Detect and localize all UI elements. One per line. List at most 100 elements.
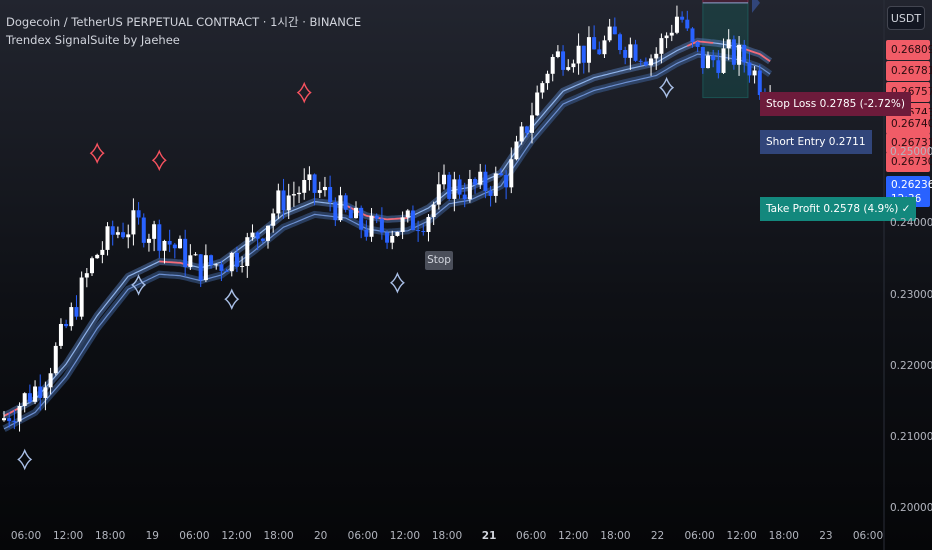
- candle-body: [343, 195, 348, 210]
- candle-body: [115, 232, 120, 235]
- candle-body: [322, 186, 327, 191]
- x-tick-label: 06:00: [179, 530, 210, 542]
- x-tick-label: 18:00: [600, 530, 631, 542]
- candle-body: [452, 179, 457, 199]
- symbol-title[interactable]: Dogecoin / TetherUS PERPETUAL CONTRACT ·…: [6, 15, 362, 29]
- candle-body: [167, 240, 172, 245]
- candle-body: [333, 202, 338, 221]
- entry-pointer: [752, 0, 760, 13]
- y-tick-label: 0.25000: [890, 146, 932, 159]
- candle-body: [638, 60, 643, 62]
- candle-body: [695, 41, 700, 47]
- candle-body: [581, 45, 586, 63]
- candle-body: [214, 264, 219, 266]
- candle-body: [737, 44, 742, 65]
- candle-body: [514, 141, 519, 160]
- candle-body: [467, 179, 472, 200]
- candle-body: [198, 254, 203, 281]
- x-tick-label: 23: [819, 530, 833, 542]
- candle-body: [566, 67, 571, 70]
- ribbon-line-fast: [3, 40, 771, 417]
- candle-body: [400, 217, 405, 232]
- candle-body: [685, 19, 690, 29]
- candle-body: [706, 55, 710, 69]
- candle-body: [436, 184, 441, 205]
- candle-body: [250, 232, 255, 238]
- buy-signal-marker: [659, 76, 675, 99]
- x-tick-label: 12:00: [52, 530, 84, 542]
- candle-body: [354, 207, 358, 219]
- candle-body: [628, 44, 633, 58]
- candle-body: [219, 264, 224, 271]
- candle-body: [504, 174, 509, 188]
- price-tag: 0.26730: [886, 152, 932, 172]
- candle-body: [364, 229, 369, 237]
- candle-body: [659, 38, 664, 54]
- candle-body: [240, 265, 245, 267]
- candle-body: [612, 26, 617, 35]
- candle-body: [291, 194, 296, 196]
- candle-body: [633, 44, 638, 61]
- candle-body: [136, 210, 141, 218]
- buy-signal-marker: [389, 271, 405, 294]
- candle-body: [266, 225, 270, 241]
- buy-signal-marker: [224, 288, 240, 311]
- candle-body: [607, 26, 612, 41]
- candle-body: [462, 194, 467, 200]
- x-tick-label: 18:00: [95, 530, 126, 542]
- candle-body: [442, 174, 446, 185]
- candle-body: [654, 53, 659, 59]
- candle-body: [602, 40, 607, 55]
- candle-body: [488, 190, 493, 196]
- currency-button[interactable]: USDT: [887, 6, 925, 30]
- candle-body: [721, 48, 726, 73]
- candle-body: [245, 237, 250, 266]
- candle-body: [530, 115, 534, 133]
- candle-body: [649, 58, 654, 66]
- candle-body: [757, 70, 762, 96]
- sell-signal-marker: [89, 142, 105, 165]
- buy-signal-marker: [131, 274, 147, 296]
- candle-body: [286, 195, 291, 211]
- candle-body: [79, 277, 84, 317]
- candle-body: [535, 92, 540, 116]
- candle-body: [369, 215, 374, 237]
- candle-body: [209, 255, 214, 266]
- candle-body: [48, 373, 53, 388]
- candle-body: [302, 180, 307, 193]
- candle-body: [700, 46, 705, 69]
- candle-body: [146, 238, 151, 243]
- candle-body: [271, 213, 276, 226]
- x-tick-label: 18:00: [768, 530, 799, 542]
- x-tick-label: 06:00: [347, 530, 378, 542]
- candle-body: [669, 32, 674, 36]
- candle-body: [33, 386, 38, 402]
- candle-body: [509, 159, 514, 188]
- candle-body: [229, 252, 234, 272]
- candle-body: [747, 62, 752, 76]
- buy-signal-marker: [17, 448, 33, 471]
- y-tick-label: 0.24000: [890, 217, 932, 230]
- x-tick-label: 06:00: [852, 530, 884, 542]
- candle-body: [680, 16, 685, 20]
- candle-body: [234, 252, 239, 267]
- candle-body: [17, 405, 22, 422]
- candle-body: [473, 179, 478, 185]
- indicator-title[interactable]: Trendex SignalSuite by Jaehee: [6, 33, 180, 47]
- candle-body: [121, 232, 126, 238]
- candle-body: [664, 35, 669, 39]
- sell-signal-marker: [151, 149, 167, 172]
- candle-body: [110, 226, 115, 235]
- ribbon-bearish-segment: [686, 40, 714, 47]
- sell-signal-marker: [296, 81, 312, 104]
- candle-body: [555, 51, 560, 57]
- candle-body: [162, 240, 167, 251]
- candle-body: [183, 238, 188, 268]
- candle-body: [540, 83, 545, 93]
- candle-body: [379, 218, 384, 233]
- ribbon-bearish-segment: [743, 47, 771, 63]
- ribbon-bearish-segment: [3, 407, 20, 417]
- candle-body: [74, 307, 79, 317]
- current-price-value: 0.26236: [891, 179, 932, 191]
